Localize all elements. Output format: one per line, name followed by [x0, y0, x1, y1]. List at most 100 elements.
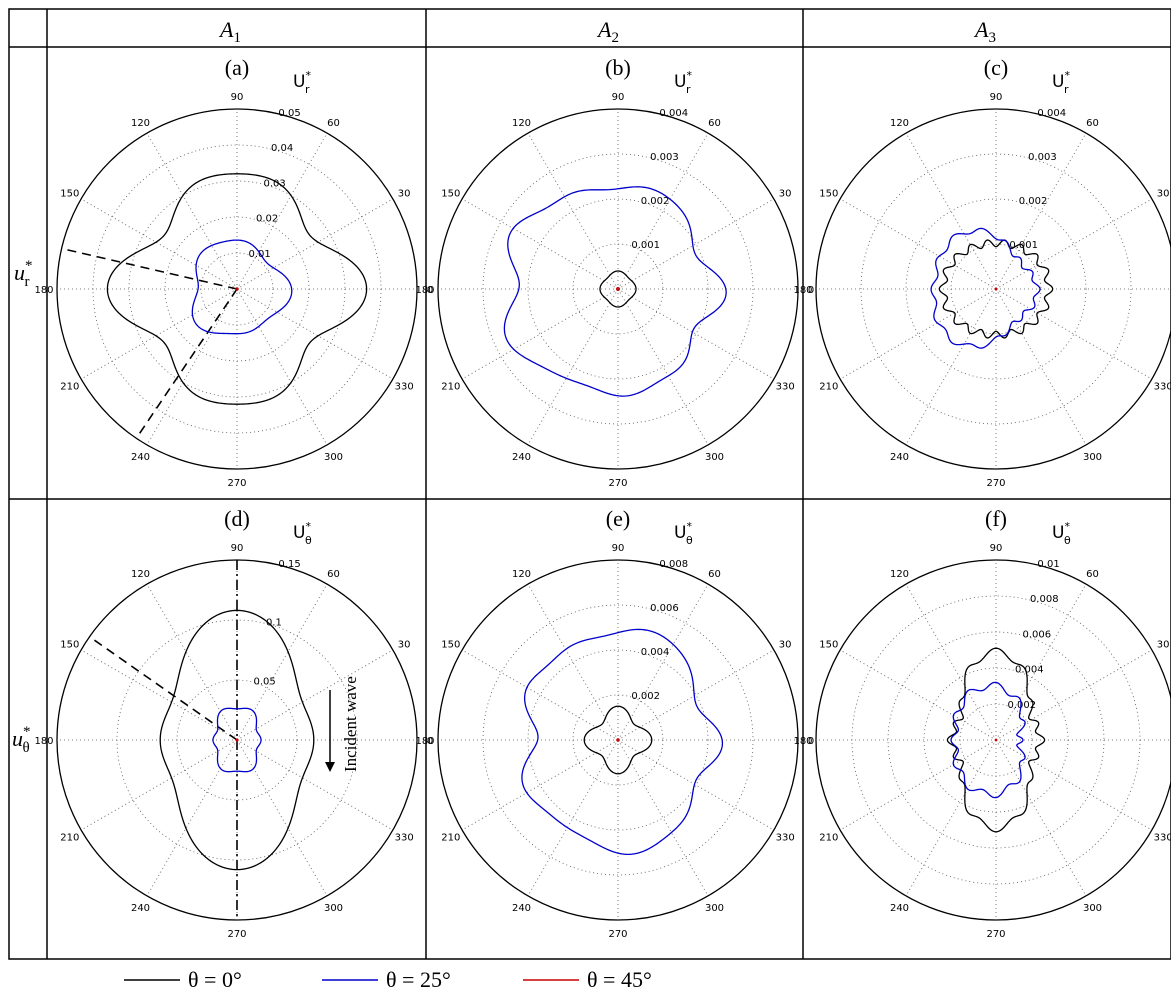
- angle-tick-label: 0: [808, 285, 814, 296]
- guide-line: [61, 247, 238, 290]
- angle-tick-label: 270: [227, 478, 246, 489]
- angular-gridline: [995, 288, 1087, 446]
- radial-tick-label: 0.15: [278, 559, 300, 570]
- series-curve-2: [235, 287, 239, 291]
- legend-label-theta-45: θ = 45°: [587, 967, 652, 989]
- radial-tick-label: 0.002: [1007, 700, 1036, 711]
- angle-tick-label: 30: [1157, 189, 1170, 200]
- radial-tick-label: 0.001: [631, 240, 660, 251]
- angle-tick-label: 270: [986, 478, 1005, 489]
- angle-tick-label: 90: [231, 543, 244, 554]
- polar-panel-c: 0 30 60 90 120 150 180 210 240 270 300 330 0.001 0.00…: [793, 55, 1171, 489]
- radial-tick-label: 0.1: [266, 618, 282, 629]
- angle-tick-label: 180: [793, 736, 812, 747]
- legend-label-theta-25: θ = 25°: [386, 967, 451, 989]
- angular-gridline: [80, 649, 238, 741]
- polar-panel-d: 0 30 60 90 120 150 180 210 240 270 300 330 0.05 0.1 0.…: [34, 506, 433, 940]
- series-curve-0: [583, 705, 653, 775]
- series-curve-1: [950, 681, 1026, 799]
- angular-gridline: [995, 739, 1087, 897]
- angle-tick-label: 240: [131, 452, 150, 463]
- incident-wave-label: Incident wave: [341, 676, 360, 772]
- radial-gridline: [860, 153, 1132, 425]
- radial-gridline: [950, 243, 1042, 335]
- polar-outer-circle: [437, 108, 799, 470]
- column-header-a2: A2: [596, 17, 619, 46]
- radial-gridline: [572, 243, 664, 335]
- angle-tick-label: 90: [231, 92, 244, 103]
- radial-tick-label: 0.02: [256, 214, 278, 225]
- radial-tick-label: 0.03: [263, 178, 285, 189]
- angle-tick-label: 30: [1157, 640, 1170, 651]
- series-curve-2: [235, 738, 239, 742]
- angular-gridline: [617, 739, 709, 897]
- angular-gridline: [461, 649, 619, 741]
- radial-gridline: [905, 198, 1087, 380]
- angular-gridline: [995, 649, 1153, 741]
- angle-tick-label: 210: [819, 382, 838, 393]
- angle-tick-label: 0: [427, 736, 433, 747]
- angle-tick-label: 0: [427, 285, 433, 296]
- series-curve-0: [946, 647, 1046, 833]
- angle-tick-label: 270: [608, 929, 627, 940]
- column-header-a1: A1: [218, 17, 241, 46]
- guide-line: [89, 636, 238, 741]
- series-curve-1: [191, 239, 293, 335]
- angular-gridline: [236, 739, 328, 897]
- series-curve-0: [159, 609, 315, 871]
- angular-gridline: [905, 583, 997, 741]
- angular-gridline: [995, 583, 1087, 741]
- radial-tick-label: 0.004: [659, 108, 688, 119]
- radial-tick-label: 0.008: [1030, 594, 1059, 605]
- radial-tick-label: 0.003: [650, 152, 679, 163]
- angle-tick-label: 60: [708, 118, 721, 129]
- angle-tick-label: 180: [415, 736, 434, 747]
- radial-tick-label: 0.004: [1037, 108, 1066, 119]
- angle-tick-label: 240: [131, 903, 150, 914]
- panel-label: (c): [984, 55, 1008, 80]
- angle-tick-label: 300: [705, 452, 724, 463]
- row-header-utheta: u* θ: [12, 724, 31, 756]
- radial-gridline: [200, 252, 274, 326]
- angular-gridline: [80, 288, 238, 380]
- angle-tick-label: 330: [776, 382, 795, 393]
- angle-tick-label: 30: [398, 640, 411, 651]
- radial-tick-label: 0.004: [1015, 665, 1044, 676]
- radial-gridline: [959, 703, 1033, 777]
- angle-tick-label: 240: [512, 903, 531, 914]
- series-curve-1: [503, 186, 727, 397]
- polar-outer-circle: [815, 108, 1171, 470]
- angle-tick-label: 120: [890, 118, 909, 129]
- radial-gridline: [851, 595, 1141, 885]
- angle-tick-label: 150: [60, 640, 79, 651]
- radial-tick-label: 0.002: [641, 196, 670, 207]
- radial-gridline: [923, 667, 1069, 813]
- series-curve-1: [930, 227, 1041, 349]
- angle-tick-label: 150: [60, 189, 79, 200]
- angle-tick-label: 30: [779, 189, 792, 200]
- panel-label: (e): [606, 506, 630, 531]
- angular-gridline: [146, 583, 238, 741]
- angle-tick-label: 180: [415, 285, 434, 296]
- radial-tick-label: 0.001: [1009, 240, 1038, 251]
- angle-tick-label: 300: [324, 452, 343, 463]
- angular-gridline: [146, 132, 238, 290]
- panel-label: (b): [605, 55, 631, 80]
- angular-gridline: [617, 739, 775, 831]
- series-curve-1: [521, 628, 724, 856]
- radial-axis-label: U* θ: [674, 520, 693, 547]
- radial-tick-label: 0.05: [253, 676, 275, 687]
- series-curve-2: [616, 738, 620, 742]
- angle-tick-label: 300: [1083, 903, 1102, 914]
- angle-tick-label: 30: [398, 189, 411, 200]
- angle-tick-label: 210: [60, 833, 79, 844]
- angle-tick-label: 180: [34, 285, 53, 296]
- angle-tick-label: 150: [819, 640, 838, 651]
- angle-tick-label: 120: [512, 569, 531, 580]
- angular-gridline: [236, 583, 328, 741]
- angular-gridline: [839, 739, 997, 831]
- radial-tick-label: 0.01: [248, 249, 270, 260]
- angle-tick-label: 210: [441, 833, 460, 844]
- angle-tick-label: 150: [819, 189, 838, 200]
- series-curve-0: [938, 239, 1054, 339]
